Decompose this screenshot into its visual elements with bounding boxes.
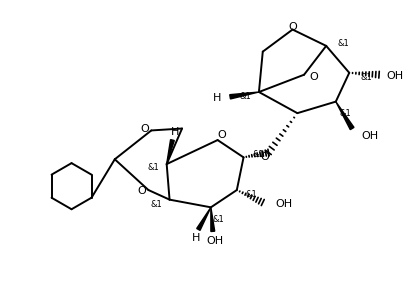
Text: H: H bbox=[171, 127, 179, 137]
Text: O: O bbox=[260, 152, 269, 162]
Text: &1: &1 bbox=[252, 150, 264, 159]
Polygon shape bbox=[211, 207, 215, 231]
Text: &1: &1 bbox=[338, 39, 350, 48]
Text: &1: &1 bbox=[150, 200, 162, 209]
Text: O: O bbox=[140, 125, 149, 134]
Text: O: O bbox=[217, 130, 226, 140]
Text: O: O bbox=[309, 72, 318, 82]
Text: &1: &1 bbox=[245, 190, 257, 199]
Text: &1: &1 bbox=[339, 109, 351, 118]
Text: OH: OH bbox=[362, 131, 379, 141]
Text: H: H bbox=[213, 93, 222, 103]
Text: O: O bbox=[137, 186, 146, 196]
Polygon shape bbox=[167, 140, 174, 164]
Text: OH: OH bbox=[206, 236, 223, 246]
Text: O: O bbox=[288, 22, 297, 32]
Text: &1: &1 bbox=[361, 73, 373, 82]
Polygon shape bbox=[197, 207, 211, 230]
Text: &1: &1 bbox=[240, 92, 252, 101]
Text: &1: &1 bbox=[147, 163, 159, 172]
Text: &1: &1 bbox=[213, 215, 224, 224]
Text: H: H bbox=[192, 233, 200, 243]
Text: OH: OH bbox=[275, 200, 292, 209]
Polygon shape bbox=[336, 102, 354, 130]
Text: OH: OH bbox=[387, 71, 404, 81]
Polygon shape bbox=[230, 92, 259, 99]
